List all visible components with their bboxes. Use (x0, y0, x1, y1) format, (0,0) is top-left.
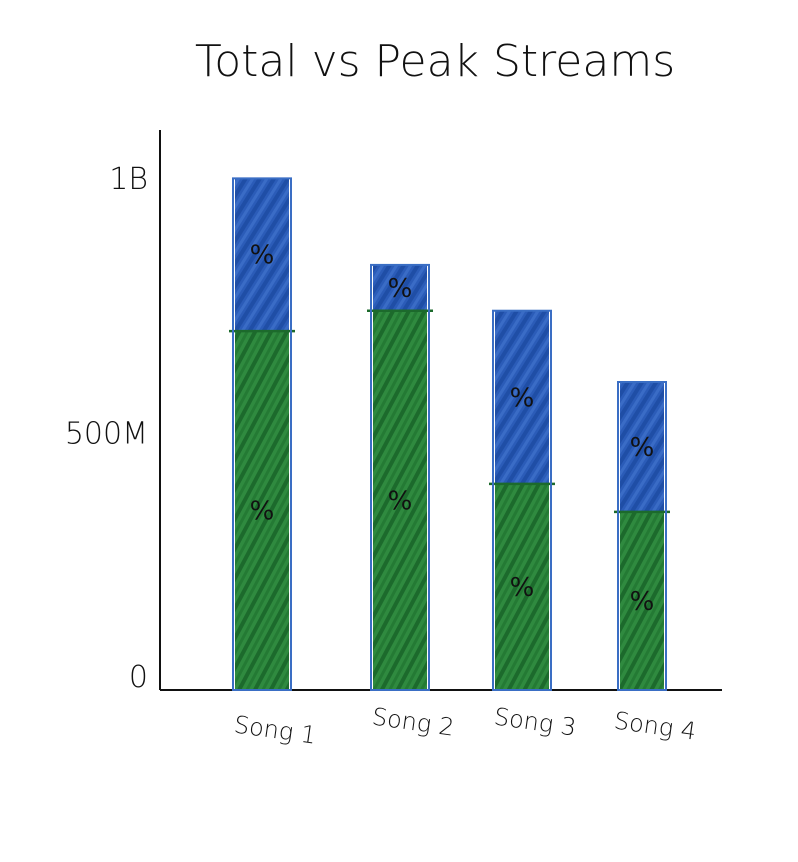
bar-segment-upper (495, 310, 549, 484)
bar-segment-label: % (630, 433, 655, 463)
bar-outline (492, 309, 552, 691)
bar-segment-upper (620, 382, 664, 512)
bar-outline (617, 381, 667, 691)
bar-segment-label: % (630, 587, 655, 617)
bar-segment-upper (235, 178, 289, 332)
bar-segment-label: % (250, 241, 275, 271)
x-tick-label: Song 3 (492, 702, 578, 741)
bar-segment-lower (373, 310, 427, 690)
bars: %%%%%%%% (229, 177, 670, 691)
y-tick-labels: 0 500M 1B (65, 162, 148, 695)
y-tick-label: 1B (109, 162, 148, 197)
bar-outline (232, 177, 292, 691)
y-tick-label: 0 (129, 660, 148, 695)
bar-segment-lower (620, 511, 664, 690)
bar-segment-upper (373, 264, 427, 311)
bar-segment-label: % (250, 497, 275, 527)
chart-title: Total vs Peak Streams (195, 36, 675, 87)
bar-segment-label: % (388, 486, 413, 516)
bar-segment-lower (235, 331, 289, 690)
bar-segment-label: % (510, 383, 535, 413)
x-tick-label: Song 4 (612, 706, 698, 745)
bar-segment-lower (495, 483, 549, 690)
bar-segment-label: % (510, 573, 535, 603)
x-tick-labels: Song 1 Song 2 Song 3 Song 4 (232, 702, 698, 749)
x-tick-label: Song 2 (370, 702, 456, 741)
y-tick-label: 500M (65, 416, 148, 451)
bar-segment-label: % (388, 274, 413, 304)
bar-outline (370, 263, 430, 691)
x-tick-label: Song 1 (232, 710, 318, 749)
